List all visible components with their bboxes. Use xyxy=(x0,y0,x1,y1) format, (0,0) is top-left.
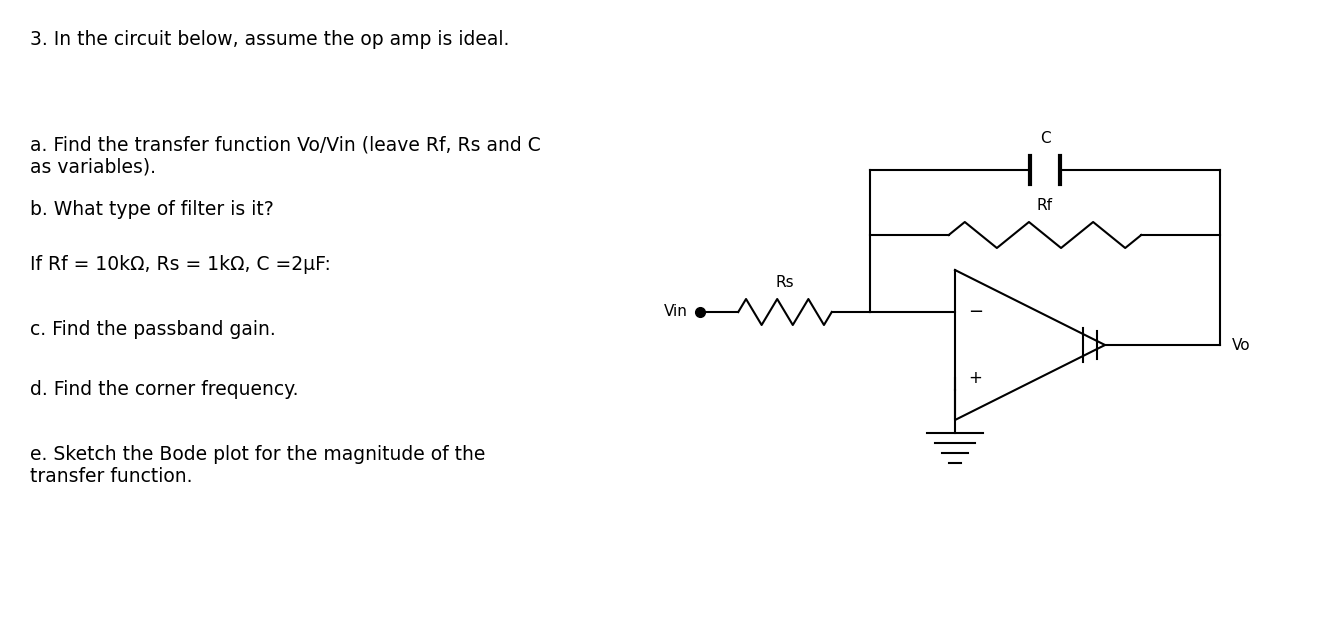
Text: If Rf = 10kΩ, Rs = 1kΩ, C =2μF:: If Rf = 10kΩ, Rs = 1kΩ, C =2μF: xyxy=(30,255,331,274)
Text: −: − xyxy=(968,303,984,321)
Text: Vo: Vo xyxy=(1233,337,1251,353)
Text: a. Find the transfer function Vo/Vin (leave Rf, Rs and C
as variables).: a. Find the transfer function Vo/Vin (le… xyxy=(30,135,540,176)
Text: Rs: Rs xyxy=(776,275,794,290)
Text: 3. In the circuit below, assume the op amp is ideal.: 3. In the circuit below, assume the op a… xyxy=(30,30,510,49)
Text: Rf: Rf xyxy=(1037,198,1053,213)
Text: b. What type of filter is it?: b. What type of filter is it? xyxy=(30,200,274,219)
Text: Vin: Vin xyxy=(665,304,688,319)
Text: c. Find the passband gain.: c. Find the passband gain. xyxy=(30,320,275,339)
Text: e. Sketch the Bode plot for the magnitude of the
transfer function.: e. Sketch the Bode plot for the magnitud… xyxy=(30,445,486,486)
Text: +: + xyxy=(968,369,982,387)
Text: C: C xyxy=(1039,131,1050,146)
Text: d. Find the corner frequency.: d. Find the corner frequency. xyxy=(30,380,298,399)
